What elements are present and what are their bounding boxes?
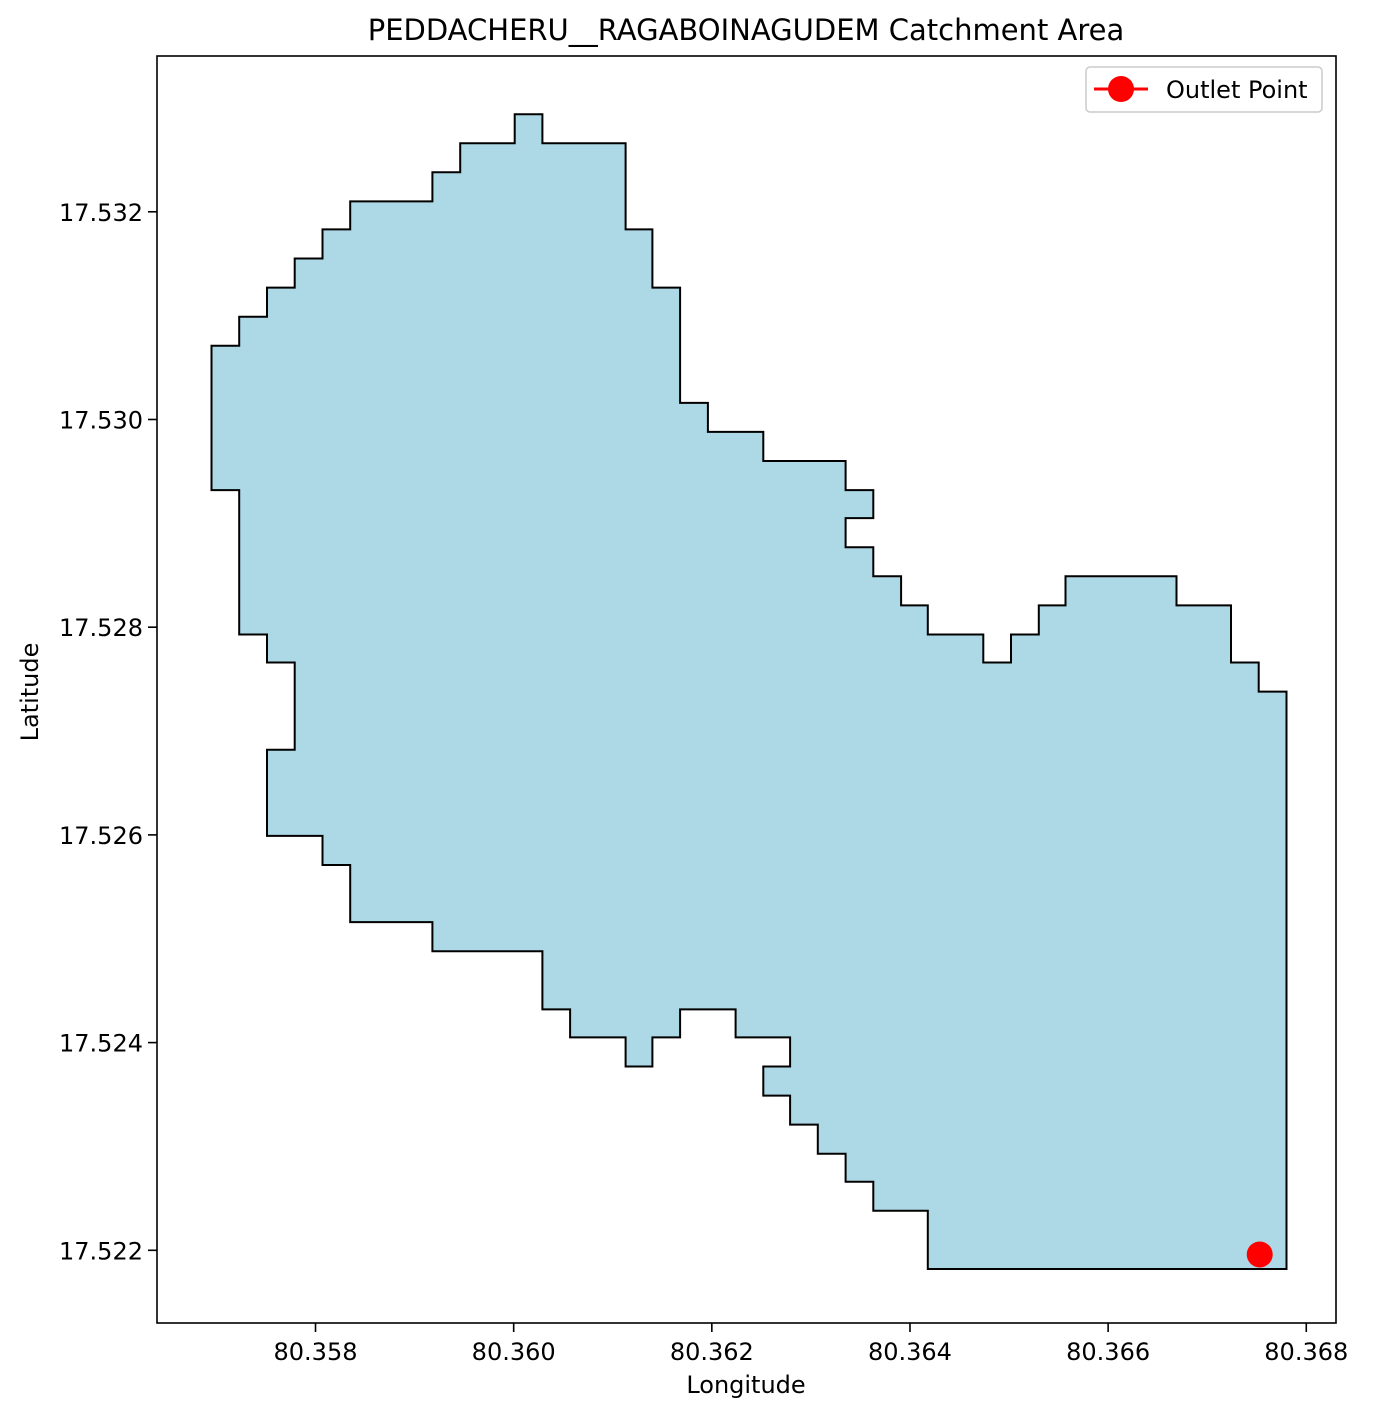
x-tick-label: 80.358: [274, 1338, 358, 1366]
x-tick-label: 80.362: [670, 1338, 754, 1366]
x-axis-ticks: 80.358 80.360 80.362 80.364 80.366 80.368: [274, 1323, 1348, 1366]
y-axis-label: Latitude: [16, 643, 44, 742]
y-tick-label: 17.530: [59, 406, 143, 434]
chart-title: PEDDACHERU__RAGABOINAGUDEM Catchment Are…: [368, 13, 1125, 47]
outlet-point-marker[interactable]: [1246, 1241, 1273, 1268]
axes-frame: [156, 55, 1337, 1324]
legend-box: [1085, 66, 1323, 113]
x-tick-label: 80.364: [868, 1338, 952, 1366]
legend: Outlet Point: [1085, 66, 1323, 113]
legend-label: Outlet Point: [1166, 76, 1308, 104]
y-tick-label: 17.532: [59, 199, 143, 227]
x-tick-label: 80.368: [1264, 1338, 1348, 1366]
x-tick-label: 80.366: [1066, 1338, 1150, 1366]
legend-marker-icon: [1108, 76, 1134, 102]
y-tick-label: 17.524: [59, 1030, 143, 1058]
y-tick-label: 17.526: [59, 822, 143, 850]
x-axis-label: Longitude: [686, 1371, 805, 1399]
x-tick-label: 80.360: [472, 1338, 556, 1366]
y-axis-ticks: 17.532 17.530 17.528 17.526 17.524 17.522: [59, 199, 157, 1265]
catchment-polygon: [210, 113, 1288, 1270]
y-tick-label: 17.528: [59, 614, 143, 642]
plot-area: [156, 55, 1337, 1324]
y-tick-label: 17.522: [59, 1237, 143, 1265]
